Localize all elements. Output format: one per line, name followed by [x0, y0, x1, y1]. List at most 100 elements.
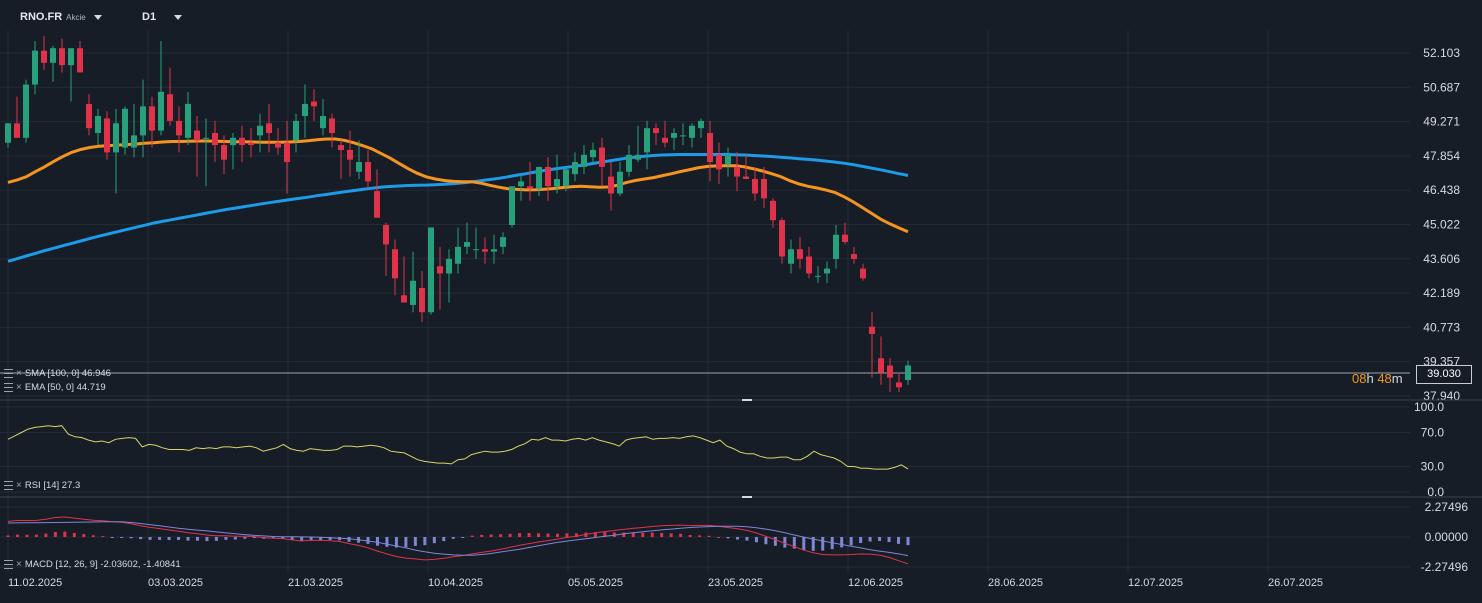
candle-body — [176, 120, 182, 136]
macd-histogram-bar — [139, 537, 143, 540]
candle-body — [527, 186, 533, 189]
macd-histogram-bar — [129, 537, 133, 539]
close-icon[interactable]: × — [16, 367, 22, 379]
macd-histogram-bar — [537, 533, 541, 537]
close-icon[interactable]: × — [16, 558, 22, 570]
candle-body — [167, 94, 173, 121]
macd-histogram-bar — [470, 535, 474, 537]
macd-histogram-bar — [612, 532, 616, 537]
macd-histogram-bar — [565, 533, 569, 537]
current-price-badge: 39.030 — [1416, 365, 1472, 384]
candle-body — [491, 249, 497, 252]
macd-histogram-bar — [698, 535, 702, 537]
macd-histogram-bar — [906, 537, 910, 546]
candle-body — [554, 179, 560, 187]
sma-legend-label: SMA [100, 0] 46.946 — [24, 368, 111, 379]
y-tick-label: 100.0 — [1414, 400, 1444, 414]
macd-histogram-bar — [309, 537, 313, 541]
macd-histogram-bar — [859, 537, 863, 544]
x-tick-label: 12.06.2025 — [848, 577, 903, 589]
x-tick-label: 28.06.2025 — [988, 577, 1043, 589]
candle-body — [698, 120, 704, 129]
macd-histogram-bar — [243, 537, 247, 539]
symbol-dropdown-icon[interactable] — [93, 14, 102, 20]
settings-icon[interactable] — [4, 560, 13, 569]
candle-body — [482, 249, 488, 252]
countdown-minutes-unit: m — [1391, 371, 1403, 386]
candle-body — [383, 225, 389, 245]
macd-histogram-bar — [868, 537, 872, 542]
pane-resize-handle[interactable] — [742, 399, 752, 401]
candle-body — [824, 268, 830, 274]
candle-body — [473, 249, 479, 251]
macd-histogram-bar — [499, 534, 503, 537]
macd-histogram-bar — [328, 537, 332, 541]
settings-icon[interactable] — [4, 369, 13, 378]
candle-body — [626, 154, 632, 172]
macd-histogram-bar — [821, 537, 825, 551]
candle-body — [185, 103, 191, 138]
y-tick-label: 2.27496 — [1425, 500, 1469, 514]
symbol-selector[interactable]: RNO.FR Akcie — [20, 11, 102, 23]
x-tick-label: 11.02.2025 — [8, 577, 62, 589]
countdown-hours: 08 — [1352, 371, 1367, 386]
candle-body — [545, 166, 551, 187]
y-tick-label: 42.189 — [1423, 286, 1460, 300]
macd-histogram-bar — [101, 536, 105, 538]
macd-histogram-bar — [650, 532, 654, 537]
macd-legend: × MACD [12, 26, 9] -2.03602, -1.40841 — [4, 559, 181, 570]
candle-body — [428, 227, 434, 313]
candle-body — [797, 249, 803, 259]
candle-body — [50, 48, 56, 63]
settings-icon[interactable] — [4, 383, 13, 392]
macd-histogram-bar — [878, 537, 882, 541]
candle-body — [878, 358, 884, 373]
macd-histogram-bar — [233, 537, 237, 540]
candle-body — [104, 118, 110, 153]
candle-body — [266, 123, 272, 133]
rsi-line — [7, 425, 909, 470]
timeframe-selector[interactable]: D1 — [142, 11, 183, 23]
close-icon[interactable]: × — [16, 479, 22, 491]
timeframe-dropdown-icon[interactable] — [174, 14, 183, 20]
candle-body — [536, 166, 542, 189]
macd-histogram-bar — [593, 532, 597, 537]
macd-histogram-bar — [394, 537, 398, 548]
candle-body — [437, 266, 443, 274]
candle-body — [752, 179, 758, 194]
macd-histogram-bar — [91, 535, 95, 537]
settings-icon[interactable] — [4, 481, 13, 490]
candle-body — [707, 132, 713, 163]
macd-histogram-bar — [82, 534, 86, 537]
candle-body — [815, 275, 821, 277]
macd-histogram-bar — [622, 532, 626, 537]
ema-line — [7, 137, 909, 234]
macd-histogram-bar — [177, 537, 181, 541]
candle-body — [131, 135, 137, 148]
macd-histogram-bar — [555, 533, 559, 537]
macd-histogram-bar — [783, 537, 787, 548]
macd-histogram-bar — [717, 537, 721, 538]
macd-histogram-bar — [811, 537, 815, 551]
macd-histogram-bar — [423, 537, 427, 546]
y-tick-label: 45.022 — [1423, 217, 1460, 231]
pane-resize-handle[interactable] — [742, 496, 752, 498]
candle-body — [653, 128, 659, 133]
timeframe-label: D1 — [142, 11, 157, 23]
candle-body — [860, 268, 866, 279]
close-icon[interactable]: × — [16, 381, 22, 393]
macd-histogram-bar — [631, 532, 635, 537]
macd-histogram-bar — [527, 533, 531, 537]
macd-histogram-bar — [603, 532, 607, 537]
y-tick-label: 52.103 — [1423, 46, 1460, 60]
macd-histogram-bar — [120, 537, 124, 538]
macd-histogram-bar — [385, 537, 389, 547]
candle-body — [5, 123, 11, 143]
candle-body — [572, 162, 578, 175]
candle-body — [275, 142, 281, 148]
candle-body — [158, 91, 164, 131]
candle-body — [716, 154, 722, 170]
asset-type-label: Akcie — [66, 12, 86, 22]
